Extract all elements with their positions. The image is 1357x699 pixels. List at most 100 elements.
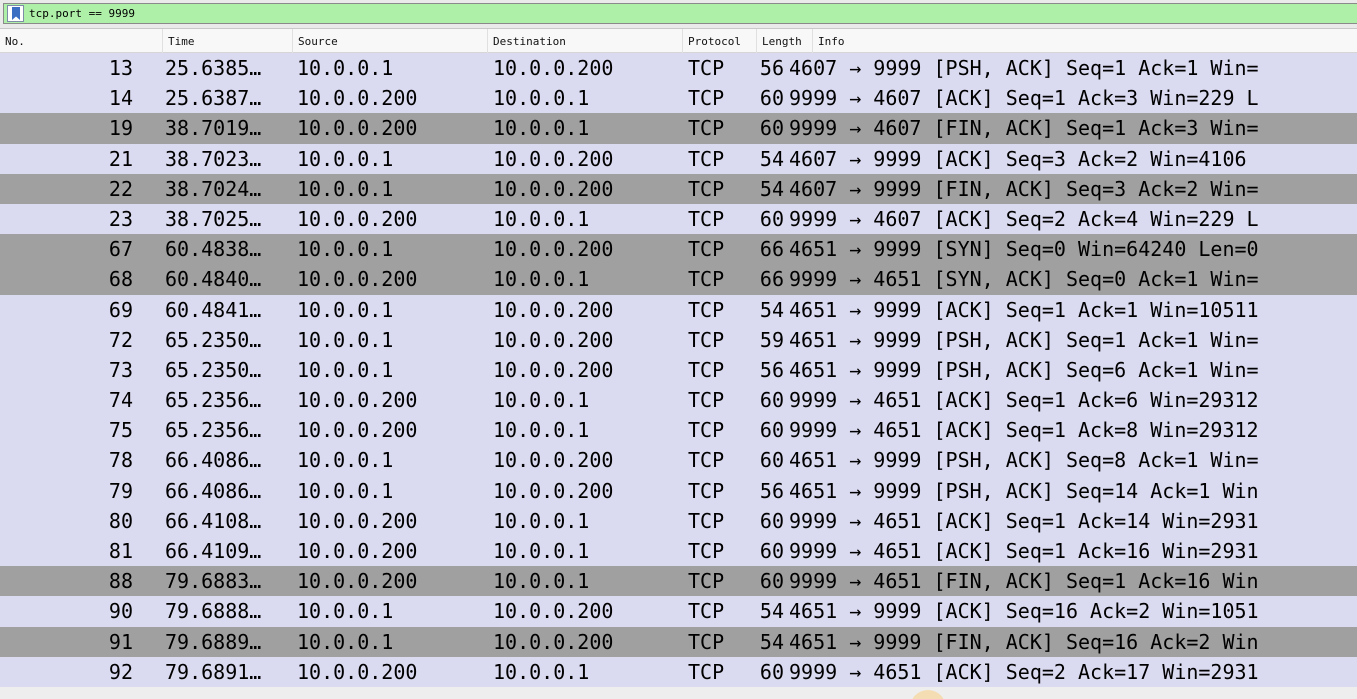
packet-destination: 10.0.0.1 <box>493 86 590 111</box>
column-header-protocol[interactable]: Protocol <box>683 29 757 53</box>
packet-row[interactable]: 68 60.4840… 10.0.0.200 10.0.0.1 TCP 66 9999 → … <box>0 264 1357 295</box>
packet-row[interactable]: 81 66.4109… 10.0.0.200 10.0.0.1 TCP 60 9999 → … <box>0 536 1357 567</box>
bookmark-icon[interactable] <box>7 5 24 22</box>
packet-no: 67 <box>108 237 133 262</box>
packet-destination: 10.0.0.1 <box>493 206 590 231</box>
packet-destination: 10.0.0.200 <box>493 146 614 171</box>
packet-row[interactable]: 13 25.6385… 10.0.0.1 10.0.0.200 TCP 56 4607 → … <box>0 53 1357 84</box>
packet-length: 54 <box>759 297 784 322</box>
packet-time: 38.7023… <box>165 146 262 171</box>
packet-row[interactable]: 92 79.6891… 10.0.0.200 10.0.0.1 TCP 60 9999 → … <box>0 656 1357 687</box>
packet-destination: 10.0.0.1 <box>493 267 590 292</box>
packet-destination: 10.0.0.200 <box>493 327 614 352</box>
packet-protocol: TCP <box>688 629 725 654</box>
packet-time: 65.2350… <box>165 357 262 382</box>
packet-row[interactable]: 23 38.7025… 10.0.0.200 10.0.0.1 TCP 60 9999 → … <box>0 203 1357 235</box>
packet-protocol: TCP <box>688 599 725 624</box>
packet-row[interactable]: 91 79.6889… 10.0.0.1 10.0.0.200 TCP 54 4651 → … <box>0 626 1357 657</box>
packet-row[interactable]: 88 79.6883… 10.0.0.200 10.0.0.1 TCP 60 9999 → … <box>0 566 1357 597</box>
packet-list[interactable]: 13 25.6385… 10.0.0.1 10.0.0.200 TCP 56 4607 → … <box>0 53 1357 687</box>
display-filter-text: tcp.port == 9999 <box>29 7 135 20</box>
packet-time: 79.6888… <box>165 599 262 624</box>
cursor-highlight <box>910 690 946 699</box>
packet-row[interactable]: 73 65.2350… 10.0.0.1 10.0.0.200 TCP 56 4651 → … <box>0 354 1357 386</box>
packet-source: 10.0.0.200 <box>297 508 418 533</box>
packet-row[interactable]: 74 65.2356… 10.0.0.200 10.0.0.1 TCP 60 9999 → … <box>0 385 1357 416</box>
column-header-info[interactable]: Info <box>818 35 845 48</box>
packet-row[interactable]: 22 38.7024… 10.0.0.1 10.0.0.200 TCP 54 4607 → … <box>0 173 1357 204</box>
packet-row[interactable]: 72 65.2350… 10.0.0.1 10.0.0.200 TCP 59 4651 → … <box>0 324 1357 355</box>
packet-time: 25.6387… <box>165 86 262 111</box>
packet-length: 60 <box>759 86 784 111</box>
packet-source: 10.0.0.1 <box>297 357 394 382</box>
packet-length: 60 <box>759 659 784 684</box>
packet-length: 60 <box>759 116 784 141</box>
packet-time: 66.4086… <box>165 478 262 503</box>
packet-row[interactable]: 21 38.7023… 10.0.0.1 10.0.0.200 TCP 54 4607 → … <box>0 143 1357 174</box>
packet-protocol: TCP <box>688 86 725 111</box>
packet-protocol: TCP <box>688 267 725 292</box>
packet-protocol: TCP <box>688 569 725 594</box>
packet-length: 60 <box>759 539 784 563</box>
packet-info: 9999 → 4651 [ACK] Seq=1 Ack=16 Win=2931 <box>789 539 1259 563</box>
packet-destination: 10.0.0.200 <box>493 297 614 322</box>
packet-length: 60 <box>759 508 784 533</box>
packet-row[interactable]: 80 66.4108… 10.0.0.200 10.0.0.1 TCP 60 9999 → … <box>0 505 1357 536</box>
packet-source: 10.0.0.200 <box>297 569 418 594</box>
column-header-destination[interactable]: Destination <box>488 29 683 53</box>
horizontal-scrollbar[interactable] <box>0 687 1357 699</box>
packet-time: 60.4838… <box>165 237 262 262</box>
packet-row[interactable]: 14 25.6387… 10.0.0.200 10.0.0.1 TCP 60 9999 → … <box>0 83 1357 114</box>
packet-source: 10.0.0.1 <box>297 146 394 171</box>
packet-info: 4651 → 9999 [PSH, ACK] Seq=14 Ack=1 Win <box>789 478 1259 503</box>
packet-protocol: TCP <box>688 478 725 503</box>
packet-row[interactable]: 78 66.4086… 10.0.0.1 10.0.0.200 TCP 60 4651 → … <box>0 445 1357 476</box>
packet-row[interactable]: 19 38.7019… 10.0.0.200 10.0.0.1 TCP 60 9999 → … <box>0 113 1357 144</box>
packet-info: 4607 → 9999 [ACK] Seq=3 Ack=2 Win=4106 <box>789 146 1247 171</box>
packet-protocol: TCP <box>688 418 725 443</box>
packet-length: 56 <box>759 478 784 503</box>
packet-length: 56 <box>759 56 784 80</box>
packet-row[interactable]: 75 65.2356… 10.0.0.200 10.0.0.1 TCP 60 9999 → … <box>0 415 1357 446</box>
packet-source: 10.0.0.200 <box>297 388 418 413</box>
packet-protocol: TCP <box>688 508 725 533</box>
packet-length: 54 <box>759 146 784 171</box>
packet-protocol: TCP <box>688 56 725 80</box>
packet-no: 91 <box>108 629 133 654</box>
packet-destination: 10.0.0.200 <box>493 599 614 624</box>
packet-destination: 10.0.0.1 <box>493 569 590 594</box>
packet-length: 66 <box>759 237 784 262</box>
packet-info: 9999 → 4607 [ACK] Seq=1 Ack=3 Win=229 L <box>789 86 1259 111</box>
packet-length: 66 <box>759 267 784 292</box>
packet-time: 38.7025… <box>165 206 262 231</box>
packet-no: 75 <box>108 418 133 443</box>
packet-no: 80 <box>108 508 133 533</box>
packet-row[interactable]: 90 79.6888… 10.0.0.1 10.0.0.200 TCP 54 4651 → … <box>0 596 1357 627</box>
packet-time: 65.2356… <box>165 388 262 413</box>
column-header-time[interactable]: Time <box>163 29 293 53</box>
packet-info: 4651 → 9999 [PSH, ACK] Seq=1 Ack=1 Win= <box>789 327 1259 352</box>
packet-time: 65.2356… <box>165 418 262 443</box>
packet-source: 10.0.0.200 <box>297 86 418 111</box>
column-header-length[interactable]: Length <box>757 29 813 53</box>
packet-source: 10.0.0.200 <box>297 267 418 292</box>
display-filter-input[interactable]: tcp.port == 9999 <box>3 3 1357 24</box>
packet-length: 59 <box>759 327 784 352</box>
column-header-source[interactable]: Source <box>293 29 488 53</box>
packet-source: 10.0.0.1 <box>297 237 394 262</box>
packet-row[interactable]: 79 66.4086… 10.0.0.1 10.0.0.200 TCP 56 4651 → … <box>0 475 1357 506</box>
packet-protocol: TCP <box>688 539 725 563</box>
column-header-no[interactable]: No. <box>0 29 163 53</box>
packet-no: 23 <box>108 206 133 231</box>
packet-destination: 10.0.0.200 <box>493 237 614 262</box>
packet-source: 10.0.0.1 <box>297 599 394 624</box>
packet-time: 79.6891… <box>165 659 262 684</box>
packet-source: 10.0.0.1 <box>297 629 394 654</box>
packet-no: 13 <box>108 56 133 80</box>
packet-row[interactable]: 69 60.4841… 10.0.0.1 10.0.0.200 TCP 54 4651 → … <box>0 294 1357 325</box>
packet-row[interactable]: 67 60.4838… 10.0.0.1 10.0.0.200 TCP 66 4651 → … <box>0 234 1357 265</box>
packet-no: 14 <box>108 86 133 111</box>
packet-source: 10.0.0.1 <box>297 327 394 352</box>
packet-no: 68 <box>108 267 133 292</box>
